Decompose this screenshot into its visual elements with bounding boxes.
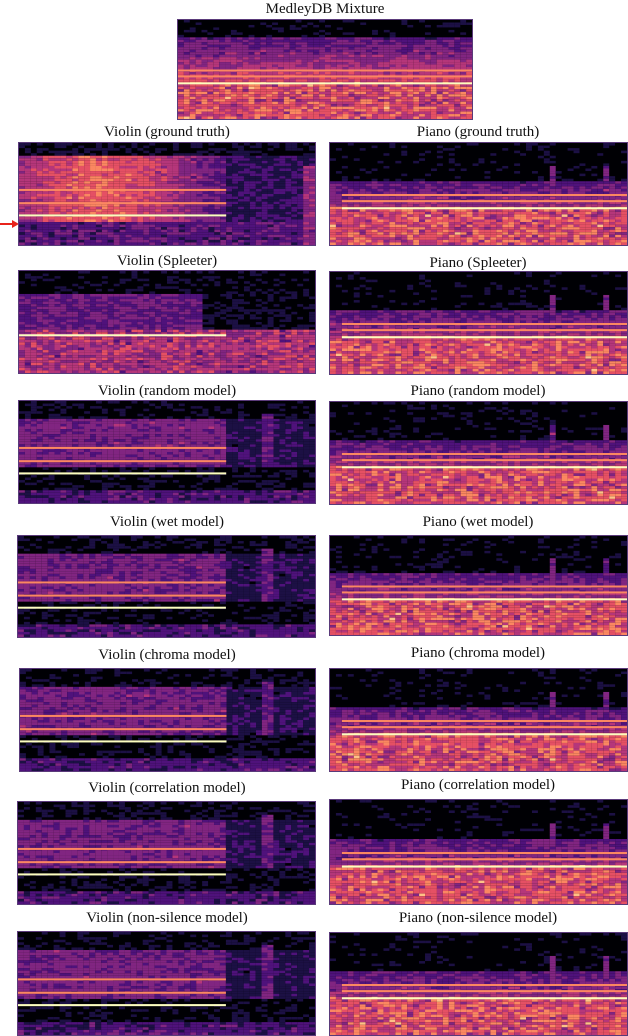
violin-ground-truth-title: Violin (ground truth) xyxy=(17,124,317,140)
piano-chroma-model-title: Piano (chroma model) xyxy=(328,645,628,661)
piano-spleeter-title: Piano (Spleeter) xyxy=(328,255,628,271)
violin-non-silence-model-title: Violin (non-silence model) xyxy=(17,910,317,926)
spectrogram-piano-correlation-model xyxy=(329,799,628,905)
spectrogram-violin-non-silence-model xyxy=(17,931,316,1036)
spectrogram-violin-chroma-model xyxy=(19,668,316,772)
mixture-title: MedleyDB Mixture xyxy=(175,1,475,17)
piano-non-silence-model-title: Piano (non-silence model) xyxy=(328,910,628,926)
piano-correlation-model-title: Piano (correlation model) xyxy=(328,777,628,793)
spectrogram-piano-wet-model xyxy=(329,535,628,636)
violin-wet-model-title: Violin (wet model) xyxy=(17,514,317,530)
violin-spleeter-title: Violin (Spleeter) xyxy=(17,253,317,269)
piano-ground-truth-title: Piano (ground truth) xyxy=(328,124,628,140)
red-arrow-icon xyxy=(0,216,20,234)
spectrogram-violin-spleeter xyxy=(18,270,316,374)
spectrogram-piano-ground-truth xyxy=(329,142,628,246)
spectrogram-violin-random-model xyxy=(18,400,316,504)
spectrogram-piano-spleeter xyxy=(329,271,628,375)
spectrogram-violin-ground-truth xyxy=(18,142,316,246)
spectrogram-violin-wet-model xyxy=(17,535,316,638)
violin-chroma-model-title: Violin (chroma model) xyxy=(17,647,317,663)
spectrogram-piano-random-model xyxy=(329,401,628,505)
piano-random-model-title: Piano (random model) xyxy=(328,383,628,399)
spectrogram-piano-non-silence-model xyxy=(329,932,628,1036)
spectrogram-violin-correlation-model xyxy=(17,801,316,905)
spectrogram-piano-chroma-model xyxy=(329,668,628,772)
spectrogram-mixture xyxy=(177,19,473,120)
violin-correlation-model-title: Violin (correlation model) xyxy=(17,780,317,796)
piano-wet-model-title: Piano (wet model) xyxy=(328,514,628,530)
violin-random-model-title: Violin (random model) xyxy=(17,383,317,399)
